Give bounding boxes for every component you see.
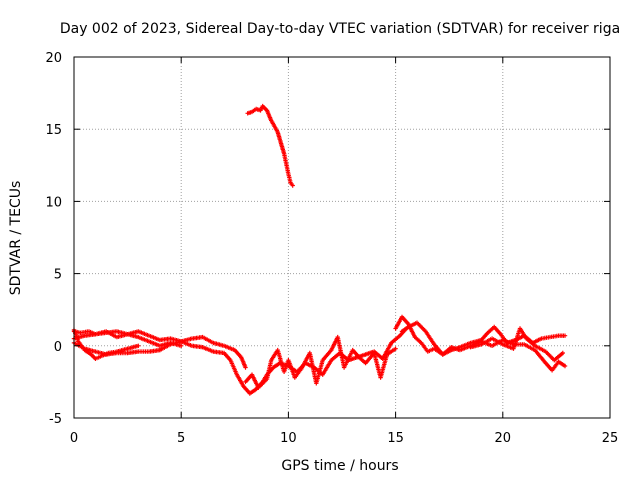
y-tick-label: 20 <box>45 51 62 66</box>
axis-ticks <box>73 56 611 419</box>
data-point <box>290 183 295 188</box>
y-tick-label: 10 <box>45 195 62 210</box>
y-tick-label: 15 <box>45 123 62 138</box>
x-axis-label: GPS time / hours <box>281 458 398 474</box>
y-tick-label: 5 <box>54 268 62 283</box>
chart-title: Day 002 of 2023, Sidereal Day-to-day VTE… <box>60 21 620 37</box>
data-point <box>243 365 248 370</box>
data-point <box>393 346 398 351</box>
plot-frame <box>73 56 611 419</box>
x-tick-label: 10 <box>280 431 297 446</box>
x-tick-label: 5 <box>177 431 185 446</box>
data-point <box>179 343 184 348</box>
series-high-track <box>245 103 295 188</box>
x-axis-tick-labels: 0 5 10 15 20 25 <box>70 431 618 446</box>
data-point <box>562 333 568 338</box>
data-point <box>560 350 565 356</box>
x-tick-label: 25 <box>602 431 619 446</box>
y-axis-label: SDTVAR / TECUs <box>8 181 24 296</box>
data-point <box>562 363 568 369</box>
y-axis-tick-labels: -5 0 5 10 15 20 <box>45 51 62 427</box>
y-tick-label: 0 <box>54 340 62 355</box>
data-point <box>136 343 141 348</box>
series-track-f <box>243 334 398 390</box>
y-tick-label: -5 <box>49 412 62 427</box>
x-tick-label: 20 <box>495 431 512 446</box>
x-tick-label: 15 <box>387 431 404 446</box>
x-tick-label: 0 <box>70 431 78 446</box>
grid-lines <box>74 57 610 418</box>
series-track-i <box>468 326 565 363</box>
